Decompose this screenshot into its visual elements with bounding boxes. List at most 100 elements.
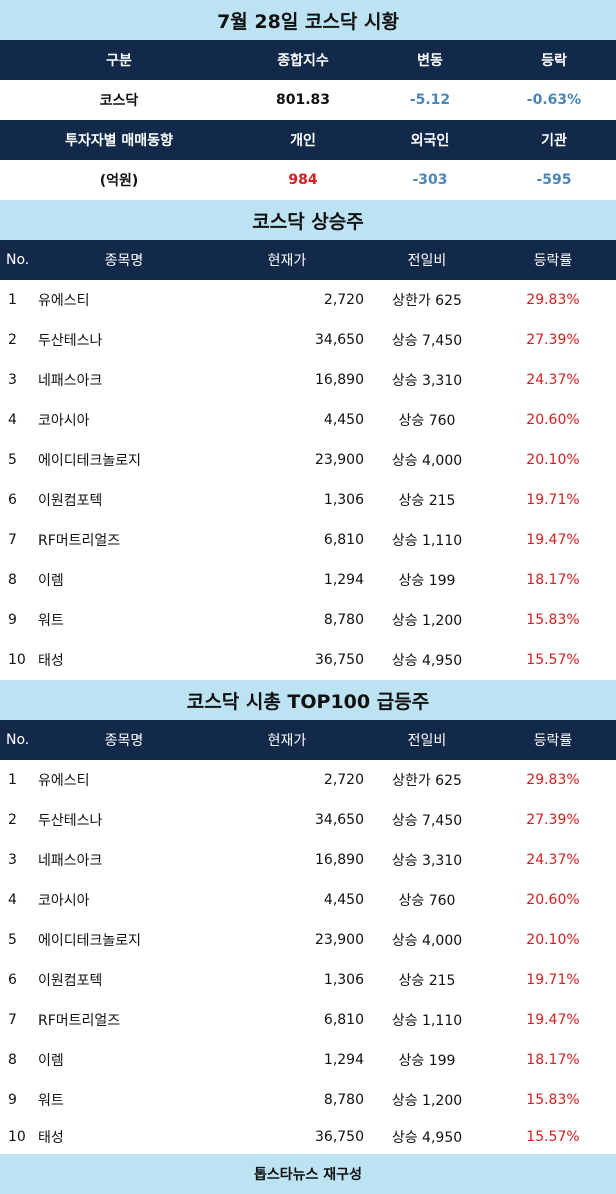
- footer-credit: 톱스타뉴스 재구성: [0, 1154, 616, 1194]
- col-name: 종목명: [104, 733, 144, 749]
- price-diff: 상승 1,200: [391, 613, 463, 629]
- section-title-gainers: 코스닥 상승주: [0, 200, 616, 240]
- row-no: 1: [8, 772, 17, 788]
- summary-header-cell: 구분: [106, 53, 132, 69]
- table-header: No. 종목명 현재가 전일비 등락률: [0, 720, 616, 760]
- table-row: 9 워트 8,780 상승 1,200 15.83%: [0, 1080, 616, 1120]
- change-rate: 24.37%: [526, 372, 580, 388]
- stock-name: 코아시아: [38, 413, 90, 429]
- current-price: 34,650: [315, 812, 364, 828]
- price-diff: 상승 4,950: [391, 1130, 463, 1146]
- change-rate: 20.10%: [526, 452, 580, 468]
- price-diff: 상승 760: [398, 413, 456, 429]
- price-diff: 상승 199: [398, 1053, 456, 1069]
- table-row: 8 이렘 1,294 상승 199 18.17%: [0, 560, 616, 600]
- table-row: 7 RF머트리얼즈 6,810 상승 1,110 19.47%: [0, 520, 616, 560]
- index-change-rate: -0.63%: [526, 92, 582, 108]
- row-no: 9: [8, 612, 17, 628]
- current-price: 8,780: [323, 612, 364, 628]
- market-name: 코스닥: [99, 93, 139, 109]
- price-diff: 상승 215: [398, 973, 456, 989]
- summary-header-cell: 종합지수: [277, 53, 329, 69]
- col-price: 현재가: [267, 253, 307, 269]
- stock-name: 에이디테크놀로지: [38, 933, 142, 949]
- summary-header-cell: 등락: [541, 53, 567, 69]
- current-price: 1,306: [323, 492, 364, 508]
- stock-name: 태성: [38, 653, 64, 669]
- current-price: 4,450: [323, 892, 364, 908]
- change-rate: 29.83%: [526, 772, 580, 788]
- table-row: 5 에이디테크놀로지 23,900 상승 4,000 20.10%: [0, 920, 616, 960]
- change-rate: 15.57%: [526, 1129, 580, 1145]
- gainers-table: 1 유에스티 2,720 상한가 625 29.83% 2 두산테스나 34,650 상승 7,…: [0, 280, 616, 680]
- table-row: 2 두산테스나 34,650 상승 7,450 27.39%: [0, 320, 616, 360]
- section-title-top100: 코스닥 시총 TOP100 급등주: [0, 680, 616, 720]
- price-diff: 상승 215: [398, 493, 456, 509]
- table-row: 9 워트 8,780 상승 1,200 15.83%: [0, 600, 616, 640]
- current-price: 16,890: [315, 852, 364, 868]
- row-no: 7: [8, 532, 17, 548]
- stock-name: 워트: [38, 1093, 64, 1109]
- current-price: 1,294: [323, 1052, 364, 1068]
- current-price: 6,810: [323, 1012, 364, 1028]
- row-no: 9: [8, 1092, 17, 1108]
- current-price: 16,890: [315, 372, 364, 388]
- price-diff: 상승 4,000: [391, 933, 463, 949]
- row-no: 5: [8, 932, 17, 948]
- change-rate: 18.17%: [526, 1052, 580, 1068]
- col-diff: 전일비: [407, 733, 447, 749]
- row-no: 3: [8, 852, 17, 868]
- current-price: 36,750: [315, 1129, 364, 1145]
- current-price: 8,780: [323, 1092, 364, 1108]
- change-rate: 20.60%: [526, 412, 580, 428]
- price-diff: 상승 4,950: [391, 653, 463, 669]
- stock-name: 이렘: [38, 1053, 64, 1069]
- summary-header-cell: 외국인: [410, 133, 450, 149]
- current-price: 23,900: [315, 932, 364, 948]
- row-no: 7: [8, 1012, 17, 1028]
- row-no: 8: [8, 572, 17, 588]
- unit-label: (억원): [99, 173, 139, 189]
- stock-name: RF머트리얼즈: [38, 1013, 121, 1029]
- change-rate: 19.47%: [526, 1012, 580, 1028]
- current-price: 36,750: [315, 652, 364, 668]
- stock-name: RF머트리얼즈: [38, 533, 121, 549]
- stock-name: 에이디테크놀로지: [38, 453, 142, 469]
- stock-name: 코아시아: [38, 893, 90, 909]
- table-row: 5 에이디테크놀로지 23,900 상승 4,000 20.10%: [0, 440, 616, 480]
- summary-header-cell: 투자자별 매매동향: [65, 133, 173, 149]
- foreign-value: -303: [412, 172, 448, 188]
- index-change: -5.12: [409, 92, 451, 108]
- stock-name: 유에스티: [38, 773, 90, 789]
- current-price: 2,720: [323, 772, 364, 788]
- change-rate: 19.47%: [526, 532, 580, 548]
- stock-name: 네패스아크: [38, 373, 103, 389]
- price-diff: 상한가 625: [392, 293, 462, 309]
- price-diff: 상승 4,000: [391, 453, 463, 469]
- top100-table: 1 유에스티 2,720 상한가 625 29.83% 2 두산테스나 34,650 상승 7,…: [0, 760, 616, 1154]
- row-no: 4: [8, 412, 17, 428]
- row-no: 4: [8, 892, 17, 908]
- change-rate: 20.60%: [526, 892, 580, 908]
- index-value: 801.83: [275, 92, 331, 108]
- summary-header-cell: 변동: [417, 53, 443, 69]
- price-diff: 상승 760: [398, 893, 456, 909]
- price-diff: 상승 1,110: [391, 1013, 463, 1029]
- row-no: 3: [8, 372, 17, 388]
- table-row: 10 태성 36,750 상승 4,950 15.57%: [0, 640, 616, 680]
- current-price: 23,900: [315, 452, 364, 468]
- current-price: 2,720: [323, 292, 364, 308]
- stock-name: 이원컴포텍: [38, 973, 103, 989]
- change-rate: 27.39%: [526, 332, 580, 348]
- stock-name: 태성: [38, 1130, 64, 1146]
- summary-row-investors: (억원) 984 -303 -595: [0, 160, 616, 200]
- individual-value: 984: [288, 172, 318, 188]
- price-diff: 상승 7,450: [391, 333, 463, 349]
- stock-name: 이원컴포텍: [38, 493, 103, 509]
- summary-header-1: 구분 종합지수 변동 등락: [0, 40, 616, 80]
- row-no: 2: [8, 332, 17, 348]
- price-diff: 상승 1,110: [391, 533, 463, 549]
- price-diff: 상승 3,310: [391, 853, 463, 869]
- change-rate: 15.83%: [526, 1092, 580, 1108]
- table-row: 7 RF머트리얼즈 6,810 상승 1,110 19.47%: [0, 1000, 616, 1040]
